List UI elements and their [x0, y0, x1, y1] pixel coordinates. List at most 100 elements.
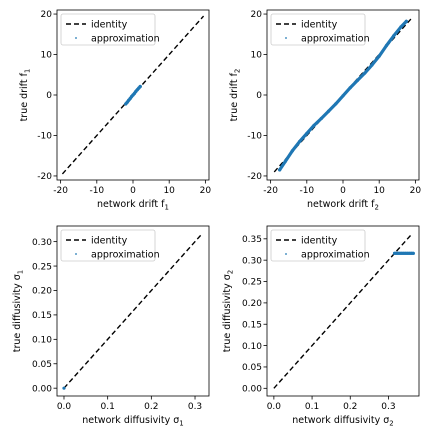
legend: identity approximation	[270, 13, 370, 46]
subplot-2: -20 -10 0 10 20 -20 -10 0 10 20 network drift f2 tr…	[229, 9, 422, 212]
subplot-3: 0.0 0.1 0.2 0.3 0.00 0.05 0.10 0.15 0.20 0.25 0.30…	[12, 225, 210, 428]
plot-area	[273, 17, 413, 173]
y-tick-label: -20	[247, 172, 262, 182]
y-tick-label: 0.30	[242, 256, 262, 266]
legend: identity approximation	[270, 229, 370, 262]
axes-frame	[56, 225, 210, 397]
approximation-point	[341, 94, 345, 98]
y-tick-label: -10	[37, 132, 52, 142]
y-tick-label: 10	[41, 51, 53, 61]
approximation-point	[377, 54, 381, 58]
axes-frame	[266, 225, 420, 397]
legend-approximation-swatch	[75, 253, 77, 255]
y-tick-label: 0.35	[242, 235, 262, 245]
approximation-point	[312, 123, 316, 127]
legend-label: approximation	[91, 33, 160, 44]
plot-area	[62, 233, 203, 390]
legend-label: approximation	[301, 33, 370, 44]
y-axis-label: true drift f2	[229, 69, 242, 122]
x-tick-label: 0.1	[305, 402, 319, 412]
x-tick-label: -10	[89, 186, 104, 196]
x-tick-label: 0.2	[343, 402, 357, 412]
x-tick-label: 0	[340, 186, 346, 196]
x-tick-label: -10	[299, 186, 314, 196]
x-tick-label: 0.1	[101, 402, 115, 412]
x-axis-label: network diffusivity σ1	[82, 415, 184, 428]
x-tick-label: 0.2	[144, 402, 158, 412]
x-tick-label: 10	[373, 186, 385, 196]
approximation-point	[392, 34, 396, 38]
y-tick-label: 0.30	[32, 238, 52, 248]
legend-label: approximation	[91, 249, 160, 260]
x-axis-label: network drift f2	[307, 199, 379, 212]
y-tick-label: -10	[247, 132, 262, 142]
legend-label: identity	[301, 235, 338, 246]
y-tick-label: 0.25	[32, 262, 52, 272]
approximation-point	[297, 139, 302, 144]
approximation-point	[404, 19, 408, 23]
y-tick-label: 20	[251, 10, 263, 20]
y-tick-label: 0.20	[32, 287, 52, 297]
x-tick-label: 0.0	[267, 402, 282, 412]
y-tick-label: 0.15	[242, 320, 262, 330]
y-tick-label: -20	[37, 172, 52, 182]
legend: identity approximation	[60, 13, 160, 46]
x-tick-label: 20	[200, 186, 212, 196]
legend-approximation-swatch	[75, 37, 77, 39]
subplot-1: -20 -10 0 10 20 -20 -10 0 10 20 network drift f1 tr…	[19, 9, 212, 212]
y-tick-label: 0.05	[32, 360, 52, 370]
approximation-point	[305, 131, 309, 136]
y-tick-label: 0.00	[242, 385, 262, 395]
approximation-point	[348, 86, 352, 90]
y-tick-label: 0.00	[32, 384, 52, 394]
legend-box	[60, 13, 156, 46]
x-tick-label: 0.3	[188, 402, 202, 412]
y-axis-label: true drift f1	[19, 69, 32, 122]
approximation-point	[334, 102, 338, 106]
legend-box	[60, 229, 156, 262]
y-axis-label: true diffusivity σ2	[222, 270, 235, 352]
approximation-point	[283, 160, 287, 164]
y-tick-label: 20	[41, 10, 53, 20]
y-tick-label: 0.05	[242, 363, 262, 373]
y-tick-label: 0.10	[32, 336, 52, 346]
x-axis-label: network diffusivity σ2	[292, 415, 394, 428]
legend-approximation-swatch	[285, 253, 287, 255]
x-tick-label: 10	[163, 186, 175, 196]
identity-line	[273, 234, 412, 389]
approximation-point	[355, 78, 360, 83]
x-tick-label: -20	[53, 186, 68, 196]
y-tick-label: 0.25	[242, 278, 262, 288]
approximation-point	[62, 386, 66, 390]
approximation-point	[384, 44, 389, 48]
legend-label: identity	[91, 19, 128, 30]
legend-box	[270, 229, 366, 262]
approximation-point	[363, 71, 367, 75]
approximation-point	[319, 116, 323, 121]
subplot-4: 0.0 0.1 0.2 0.3 0.00 0.05 0.10 0.15 0.20 0.25 0.30…	[222, 225, 420, 428]
legend-label: identity	[301, 19, 338, 30]
y-tick-label: 0	[46, 91, 52, 101]
plot-area	[273, 234, 415, 389]
approximation-point	[326, 109, 331, 113]
y-tick-label: 0.20	[242, 299, 262, 309]
x-axis-label: network drift f1	[97, 199, 169, 212]
approximation-point	[399, 25, 403, 29]
legend-box	[270, 13, 366, 46]
y-tick-label: 0.10	[242, 342, 262, 352]
plot-area	[61, 15, 205, 175]
x-tick-label: 0.3	[381, 402, 395, 412]
approximation-point	[411, 251, 415, 255]
legend-approximation-swatch	[285, 37, 287, 39]
x-tick-label: 0.0	[57, 402, 72, 412]
y-axis-label: true diffusivity σ1	[12, 270, 25, 352]
x-tick-label: 0	[130, 186, 136, 196]
approximation-point	[370, 63, 374, 67]
approximation-point	[138, 84, 142, 89]
x-tick-label: 20	[410, 186, 422, 196]
identity-line	[63, 233, 203, 389]
approximation-point	[290, 149, 294, 153]
legend: identity approximation	[60, 229, 160, 262]
x-tick-label: -20	[263, 186, 278, 196]
